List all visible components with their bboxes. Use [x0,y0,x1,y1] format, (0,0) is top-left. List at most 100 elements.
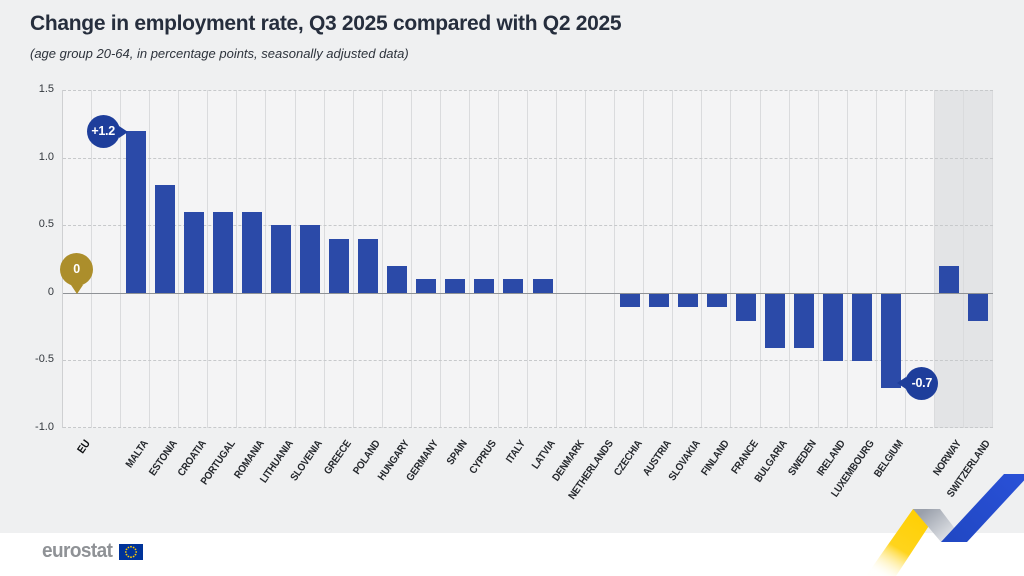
column-gap [906,90,935,428]
y-tick-label-1.5: 1.5 [38,83,54,95]
column-denmark [557,90,587,428]
bar-portugal [212,211,233,293]
column-slovakia [673,90,703,428]
column-switzerland [963,90,993,428]
x-label-denmark: DENMARK [549,437,587,483]
footer: eurostat [0,533,1024,576]
x-label-czechia: CZECHIA [611,437,645,478]
bar-ireland [823,293,844,361]
column-portugal [208,90,238,428]
column-lithuania [266,90,296,428]
x-label-eu: EU [74,437,93,456]
column-spain [441,90,470,428]
bar-france [735,293,756,321]
eurostat-logo: eurostat [42,540,144,563]
bar-czechia [619,293,640,307]
column-france [731,90,761,428]
x-label-slovakia: SLOVAKIA [666,437,703,483]
eurostat-logo-text: eurostat [42,540,113,562]
x-label-slovenia: SLOVENIA [288,437,325,483]
eu-flag-icon [119,543,144,560]
column-czechia [615,90,645,428]
x-label-netherlands: NETHERLANDS [565,437,616,502]
column-greece [325,90,354,428]
gridline-1.5 [63,90,993,91]
y-tick-label-0: 0 [47,285,54,298]
x-label-estonia: ESTONIA [146,437,180,478]
x-label-malta: MALTA [123,437,151,470]
column-italy [499,90,528,428]
column-gap [92,90,122,428]
x-label-sweden: SWEDEN [785,437,819,478]
bar-finland [706,293,727,307]
bar-croatia [183,211,204,293]
bar-norway [939,265,960,293]
bar-switzerland [968,293,989,321]
column-germany [412,90,441,428]
column-cyprus [470,90,499,428]
x-label-hungary: HUNGARY [375,437,413,483]
bar-malta [125,130,146,293]
x-label-cyprus: CYPRUS [467,437,500,476]
bar-estonia [154,184,175,293]
annotation-badge-belgium: -0.7 [897,366,939,400]
plot-area [62,90,993,428]
column-romania [237,90,267,428]
column-netherlands [586,90,616,428]
column-croatia [179,90,209,428]
bar-cyprus [474,279,495,293]
x-label-croatia: CROATIA [175,437,209,479]
column-bulgaria [761,90,790,428]
y-tick-label--0.5: -0.5 [35,353,54,365]
bar-hungary [387,265,408,293]
x-label-lithuania: LITHUANIA [257,437,296,485]
annotation-badge-tail [118,125,128,138]
bar-bulgaria [765,293,786,348]
bar-latvia [532,279,553,293]
column-luxembourg [848,90,877,428]
column-hungary [383,90,412,428]
x-label-greece: GREECE [321,437,354,477]
gridline--0.5 [63,360,993,361]
gridline--1.0 [63,426,993,428]
column-ireland [819,90,848,428]
x-label-germany: GERMANY [404,437,442,483]
column-norway [934,90,964,428]
x-label-romania: ROMANIA [231,437,267,481]
ribbon-blue-stripe [941,474,1024,542]
bar-romania [241,211,262,293]
y-tick-label--1.0: -1.0 [35,420,54,433]
column-poland [354,90,383,428]
gridline-1.0 [63,157,993,159]
annotation-badge-tail [897,377,907,389]
gridline-0.5 [63,225,993,226]
ribbon-decoration-icon [866,474,1024,576]
annotation-badge-eu: 0 [60,253,94,294]
bar-slovenia [300,225,321,293]
x-label-austria: AUSTRIA [640,437,674,478]
bar-luxembourg [852,293,873,361]
bar-italy [503,279,524,293]
eu-flag-stars [125,545,138,558]
column-belgium [877,90,906,428]
zero-line [63,292,993,294]
column-malta [121,90,151,428]
bar-belgium [881,293,902,388]
y-tick-label-0.5: 0.5 [38,218,54,230]
x-label-latvia: LATVIA [528,437,558,471]
x-label-poland: POLAND [350,437,383,477]
chart-subtitle: (age group 20-64, in percentage points, … [30,46,409,61]
x-label-italy: ITALY [504,437,529,465]
x-label-france: FRANCE [728,437,761,476]
bar-austria [648,293,669,307]
column-sweden [790,90,819,428]
bar-sweden [794,293,815,348]
chart-title: Change in employment rate, Q3 2025 compa… [30,12,622,35]
column-latvia [528,90,558,428]
bar-lithuania [270,225,291,293]
column-finland [702,90,732,428]
column-estonia [150,90,180,428]
x-label-bulgaria: BULGARIA [752,437,790,485]
x-label-ireland: IRELAND [814,437,848,478]
